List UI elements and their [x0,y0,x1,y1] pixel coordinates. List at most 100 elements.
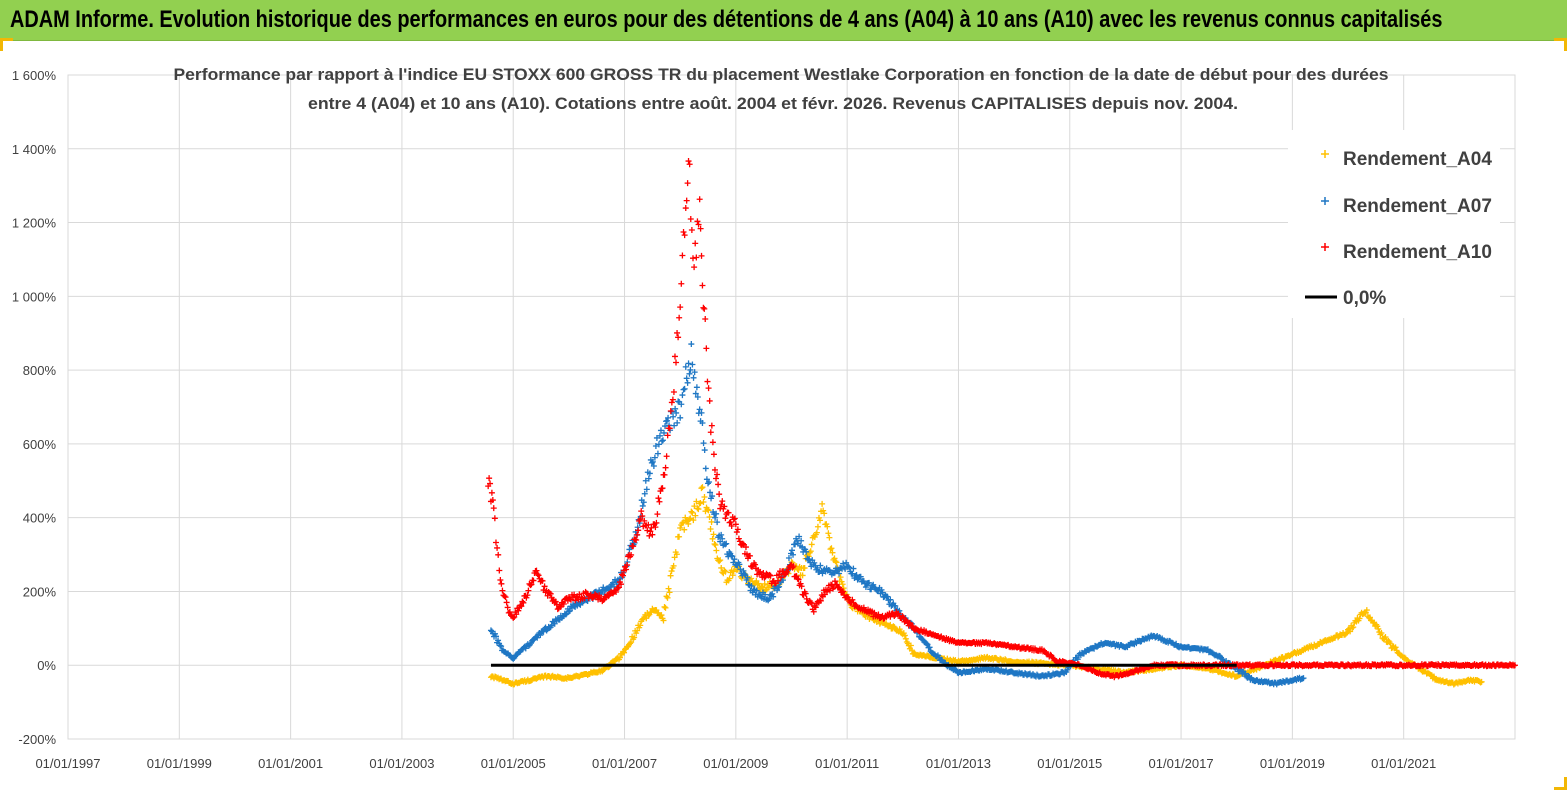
series-rendement-a10 [485,158,1518,681]
data-point [503,599,510,606]
data-point [716,558,723,565]
data-point [684,180,691,187]
data-point [767,572,774,579]
data-point [923,640,930,647]
data-point [740,567,747,574]
data-point [706,478,713,485]
x-tick-label: 01/01/2017 [1149,756,1214,771]
data-point [677,524,684,531]
x-tick-label: 01/01/2005 [481,756,546,771]
data-point [843,559,850,566]
data-point [649,458,656,465]
data-point [752,561,759,568]
data-point [713,510,720,517]
data-point [645,521,652,528]
data-point [711,540,718,547]
data-point [703,345,710,352]
data-point [1381,635,1388,642]
y-tick-label: 400% [23,511,57,526]
data-point [673,359,680,366]
data-point [769,590,776,597]
data-point [749,563,756,570]
data-point [681,526,688,533]
data-point [780,568,787,575]
data-point [833,559,840,566]
data-point [753,587,760,594]
data-point [487,480,494,487]
data-point [707,526,714,533]
data-point [510,614,517,621]
chart-title-line-2: entre 4 (A04) et 10 ans (A10). Cotations… [308,94,1238,113]
data-point [540,628,547,635]
data-point [760,569,767,576]
data-point [837,574,844,581]
data-point [790,563,797,570]
data-point [722,568,729,575]
data-point [727,518,734,525]
data-point [866,579,873,586]
data-point [1382,634,1389,641]
data-point [520,599,527,606]
data-point [662,423,669,430]
data-point [566,607,573,614]
data-point [487,627,494,634]
data-point [730,516,737,523]
data-point [548,622,555,629]
data-point [908,647,915,654]
data-point [661,603,668,610]
data-point [704,506,711,513]
data-point [857,573,864,580]
data-point [716,491,723,498]
data-point [795,566,802,573]
data-point [755,580,762,587]
data-point [645,612,652,619]
data-point [785,555,792,562]
series-rendement-a07 [487,341,1307,688]
data-point [793,573,800,580]
data-point [578,594,585,601]
data-point [692,240,699,247]
data-point [795,576,802,583]
data-point [705,507,712,514]
data-point [817,562,824,569]
data-point [685,360,692,367]
y-tick-label: -200% [18,732,56,747]
data-point [701,305,708,312]
data-point [715,481,722,488]
data-point [685,158,692,165]
data-point [845,594,852,601]
data-point [758,583,765,590]
data-point [694,394,701,401]
data-point [817,597,824,604]
data-point [688,226,695,233]
data-point [728,522,735,529]
data-point [692,390,699,397]
data-point [537,632,544,639]
data-point [687,216,694,223]
data-point [896,607,903,614]
data-point [832,558,839,565]
data-point [676,533,683,540]
data-point [639,502,646,509]
data-point [679,392,686,399]
data-point [742,544,749,551]
data-point [759,584,766,591]
data-point [658,438,665,445]
data-point [673,551,680,558]
data-point [687,366,694,373]
data-point [1378,629,1385,636]
data-point [670,388,677,395]
legend-label: Rendement_A07 [1343,196,1492,217]
data-point [596,592,603,599]
data-point [862,584,869,591]
data-point [699,484,706,491]
data-point [1242,670,1249,677]
data-point [1349,624,1356,631]
data-point [757,568,764,575]
y-tick-label: 800% [23,363,57,378]
data-point [694,505,701,512]
data-point [661,471,668,478]
data-point [698,409,705,416]
data-point [900,614,907,621]
